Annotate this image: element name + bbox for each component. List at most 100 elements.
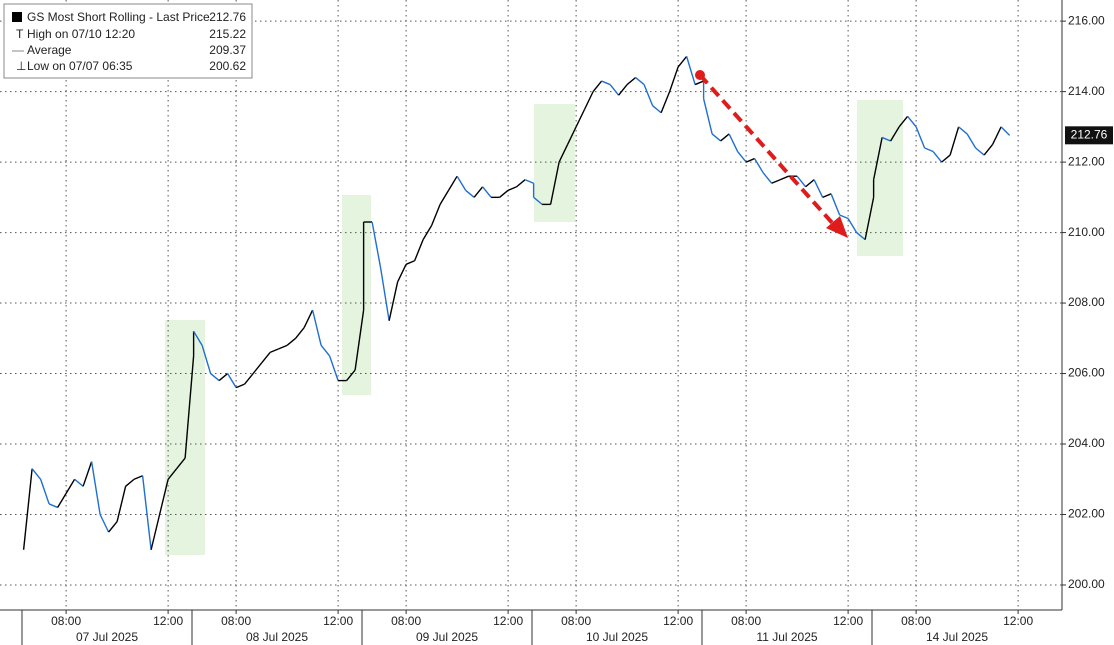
price-segment [456, 175, 467, 191]
price-segment [48, 503, 58, 509]
x-tick-label: 12:00 [153, 614, 183, 628]
price-segment [422, 225, 433, 240]
price-segment [983, 144, 994, 156]
day-label: 10 Jul 2025 [586, 630, 648, 644]
price-segment [108, 521, 118, 533]
x-tick-label: 12:00 [323, 614, 353, 628]
legend-stat-value: 215.22 [209, 27, 246, 41]
price-segment [907, 115, 917, 128]
price-segment [958, 126, 968, 135]
x-tick-label: 08:00 [391, 614, 421, 628]
price-segment [388, 281, 399, 321]
price-segment [295, 327, 305, 339]
price-segment [898, 115, 909, 128]
legend-value: 212.76 [209, 10, 246, 24]
legend-icon: T [16, 27, 24, 41]
last-price-tag [1065, 126, 1113, 145]
price-segment [949, 126, 960, 156]
price-segment [643, 84, 654, 106]
price-segment [167, 468, 178, 480]
price-segment [830, 193, 841, 216]
price-segment [754, 158, 764, 174]
x-tick-label: 08:00 [901, 614, 931, 628]
price-segment [932, 151, 943, 163]
x-tick-label: 08:00 [561, 614, 591, 628]
price-segment [872, 137, 883, 180]
price-segment [354, 310, 365, 371]
price-segment [822, 193, 832, 198]
price-segment [328, 355, 339, 381]
price-segment [227, 373, 237, 388]
price-segment [566, 126, 577, 145]
day-label: 08 Jul 2025 [246, 630, 308, 644]
price-segment [771, 179, 781, 184]
price-segment [74, 478, 84, 487]
price-segment [150, 514, 161, 550]
price-segment [141, 475, 152, 550]
price-segment [235, 383, 245, 389]
price-segment [720, 133, 730, 142]
price-segment [592, 80, 603, 93]
price-segment [991, 126, 1002, 145]
price-segment [430, 204, 441, 226]
price-segment [448, 175, 458, 191]
price-segment [90, 461, 101, 515]
y-tick-label: 216.00 [1068, 13, 1105, 27]
price-segment [320, 344, 331, 357]
price-segment [176, 457, 186, 470]
x-tick-label: 08:00 [221, 614, 251, 628]
price-segment [685, 56, 696, 85]
price-segment [499, 189, 509, 198]
legend-stat-label: Average [27, 43, 72, 57]
price-segment [618, 84, 628, 96]
day-label: 11 Jul 2025 [756, 630, 817, 644]
x-tick-label: 12:00 [833, 614, 863, 628]
price-segment [677, 55, 688, 68]
x-tick-label: 08:00 [731, 614, 761, 628]
price-segment [125, 478, 135, 487]
price-segment [413, 239, 424, 262]
price-segment [473, 186, 484, 198]
price-segment [779, 175, 789, 181]
highlight-region [534, 104, 575, 222]
price-segment [346, 369, 356, 382]
price-segment [218, 373, 229, 382]
price-segment [626, 76, 637, 86]
price-segment [839, 214, 849, 220]
price-segment [507, 186, 517, 191]
price-segment [847, 218, 858, 233]
price-segment [915, 126, 926, 149]
price-segment [252, 362, 263, 374]
legend-stat-value: 200.62 [209, 59, 246, 73]
price-segment [601, 80, 611, 86]
legend-label: GS Most Short Rolling - Last Price [27, 10, 210, 24]
price-segment [941, 154, 951, 163]
price-segment [116, 486, 127, 522]
price-segment [924, 147, 934, 153]
annotation-arrow-head [826, 216, 848, 238]
price-segment [890, 126, 900, 142]
price-segment [966, 133, 977, 149]
price-segment [482, 186, 492, 198]
price-segment [22, 468, 33, 550]
legend-swatch [12, 12, 22, 22]
price-segment [864, 197, 875, 240]
price-segment [856, 232, 866, 241]
annotation-arrow [698, 73, 837, 228]
price-segment [609, 84, 620, 96]
price-segment [184, 355, 195, 459]
y-tick-label: 202.00 [1068, 507, 1105, 521]
price-segment [524, 179, 534, 184]
price-segment [660, 91, 671, 114]
y-tick-label: 208.00 [1068, 295, 1105, 309]
price-segment [193, 330, 203, 346]
price-segment [244, 373, 254, 385]
day-label: 09 Jul 2025 [416, 630, 478, 644]
price-segment [549, 161, 560, 205]
day-label: 07 Jul 2025 [76, 630, 138, 644]
x-tick-label: 12:00 [663, 614, 693, 628]
price-segment [405, 260, 415, 265]
price-segment [201, 345, 212, 374]
price-segment [31, 468, 42, 480]
